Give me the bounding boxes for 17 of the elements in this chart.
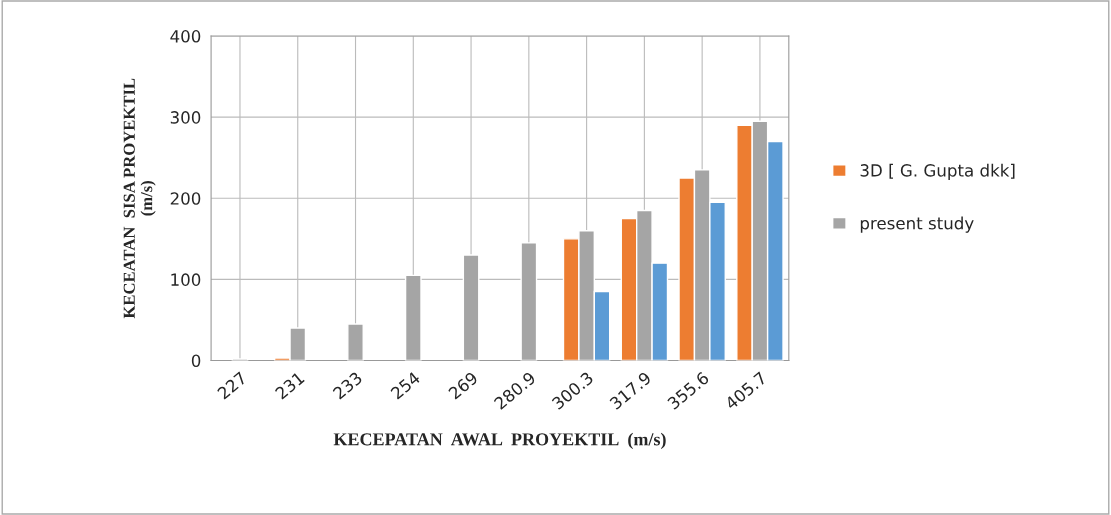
x-axis-title: KECEPATAN AWAL PROYEKTIL (m/s) (333, 432, 666, 450)
y-tick-label: 300 (170, 111, 201, 124)
x-tick-label: 254 (390, 371, 421, 400)
bar (404, 274, 422, 361)
x-tick-label: 231 (274, 371, 305, 400)
y-tick-label: 200 (170, 192, 201, 205)
y-tick-label: 100 (171, 273, 201, 286)
y-axis-title: KECEATAN SISA PROYEKTIL (m/s) (123, 78, 156, 319)
y-tick-label: 0 (191, 354, 201, 368)
bar (462, 254, 480, 361)
y-tick-label: 400 (170, 30, 201, 43)
x-tick-label: 233 (332, 371, 363, 400)
legend-label: present study (860, 216, 974, 233)
legend-label: 3D [ G. Gupta dkk] (860, 163, 1015, 180)
bar (347, 323, 364, 361)
x-tick-label: 269 (447, 371, 479, 400)
bar (520, 242, 538, 361)
